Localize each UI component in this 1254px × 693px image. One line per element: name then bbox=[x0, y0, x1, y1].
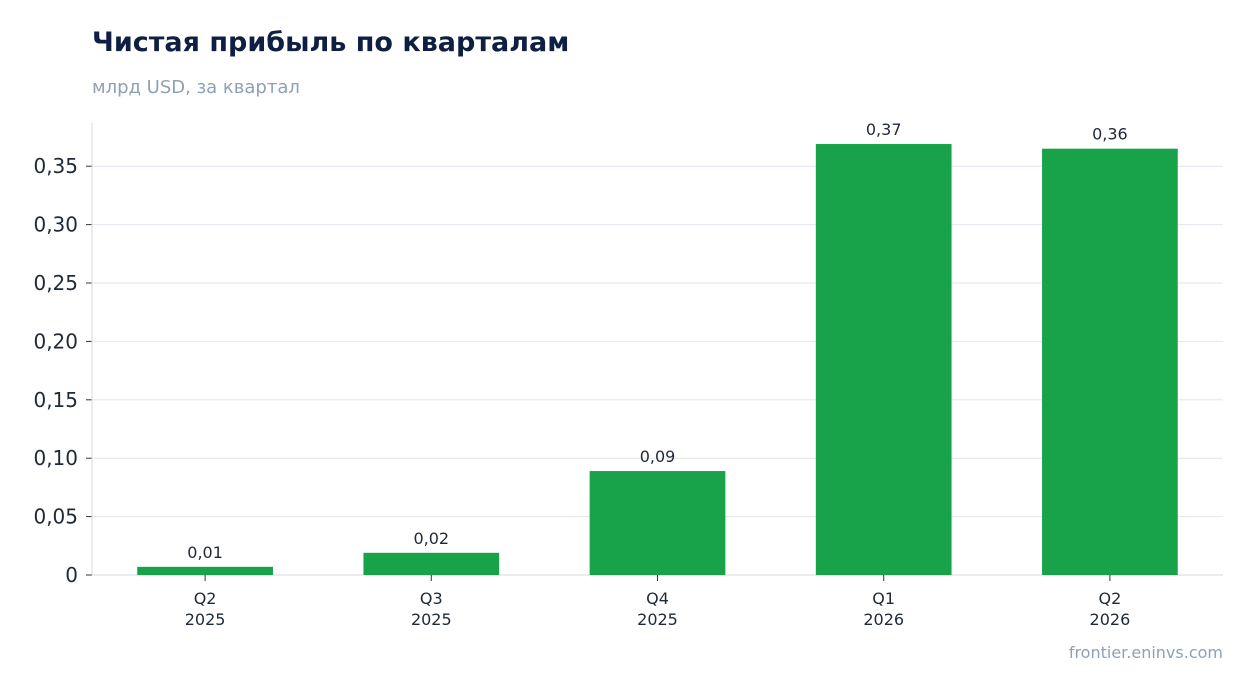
x-tick-label: Q1 bbox=[872, 589, 895, 608]
x-tick-label: 2026 bbox=[1090, 610, 1131, 629]
chart-subtitle: млрд USD, за квартал bbox=[92, 77, 300, 98]
x-tick-label: 2025 bbox=[185, 610, 226, 629]
y-tick-label: 0,10 bbox=[33, 446, 78, 470]
bar bbox=[1042, 148, 1178, 576]
x-tick-label: Q2 bbox=[1099, 589, 1122, 608]
y-tick-label: 0 bbox=[65, 563, 78, 587]
y-tick-label: 0,05 bbox=[33, 505, 78, 529]
x-tick-label: 2025 bbox=[637, 610, 678, 629]
data-label: 0,36 bbox=[1092, 125, 1128, 144]
x-tick-label: Q2 bbox=[194, 589, 217, 608]
x-tick-label: 2025 bbox=[411, 610, 452, 629]
y-tick-label: 0,25 bbox=[33, 271, 78, 295]
data-label: 0,09 bbox=[640, 447, 676, 466]
x-tick-label: Q4 bbox=[646, 589, 669, 608]
bar bbox=[815, 144, 952, 575]
y-tick-label: 0,15 bbox=[33, 388, 78, 412]
y-tick-label: 0,20 bbox=[33, 329, 78, 353]
data-label: 0,37 bbox=[866, 120, 902, 139]
bar bbox=[589, 471, 726, 575]
x-tick-label: Q3 bbox=[420, 589, 443, 608]
data-label: 0,01 bbox=[187, 543, 223, 562]
data-label: 0,02 bbox=[413, 529, 449, 548]
chart-title: Чистая прибыль по кварталам bbox=[92, 27, 570, 58]
source-label: frontier.eninvs.com bbox=[1068, 643, 1223, 662]
x-tick-label: 2026 bbox=[863, 610, 904, 629]
bar bbox=[363, 552, 500, 575]
bar bbox=[137, 566, 273, 575]
y-tick-label: 0,30 bbox=[33, 213, 78, 237]
y-tick-label: 0,35 bbox=[33, 154, 78, 178]
